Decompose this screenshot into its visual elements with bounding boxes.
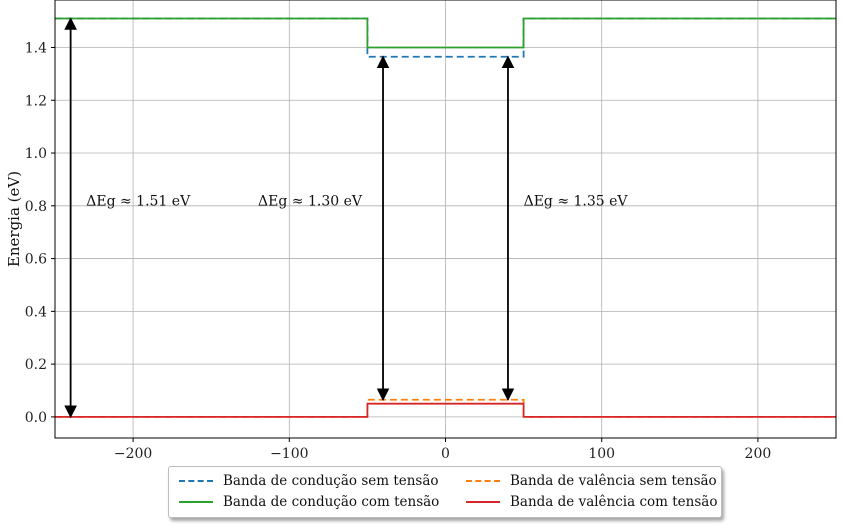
series-line-1 <box>55 17 836 49</box>
y-tick-label: 0.4 <box>25 304 47 320</box>
legend-label: Banda de valência com tensão <box>510 494 718 510</box>
gap-annotation-1: ΔEg ≈ 1.30 eV <box>258 194 363 210</box>
legend-entry-conduction-unstrained: Banda de condução sem tensão <box>179 471 439 491</box>
gap-annotation-2: ΔEg ≈ 1.35 eV <box>524 194 629 210</box>
y-tick-label: 0.6 <box>25 252 47 268</box>
y-tick-label: 1.4 <box>25 40 47 56</box>
legend-swatch-valence-strained <box>466 501 500 503</box>
x-tick-label: 100 <box>588 446 615 462</box>
legend-swatch-conduction-unstrained <box>179 480 213 482</box>
legend-label: Banda de condução sem tensão <box>223 473 439 489</box>
series-line-3 <box>55 402 836 418</box>
y-axis-label: Energia (eV) <box>5 171 23 267</box>
y-tick-label: 0.0 <box>25 410 47 426</box>
legend: Banda de condução sem tensão Banda de co… <box>168 466 722 518</box>
y-tick-label: 0.8 <box>25 199 47 215</box>
gap-annotation-0: ΔEg ≈ 1.51 eV <box>86 194 191 210</box>
x-tick-label: −200 <box>114 446 152 462</box>
legend-entry-valence-unstrained: Banda de valência sem tensão <box>466 471 717 491</box>
legend-label: Banda de valência sem tensão <box>510 473 717 489</box>
x-tick-label: −100 <box>270 446 308 462</box>
legend-entry-valence-strained: Banda de valência com tensão <box>466 492 717 512</box>
legend-swatch-conduction-strained <box>179 501 213 503</box>
x-tick-label: 0 <box>441 446 450 462</box>
legend-entry-conduction-strained: Banda de condução com tensão <box>179 492 439 512</box>
y-tick-label: 0.2 <box>25 357 47 373</box>
y-tick-label: 1.0 <box>25 146 47 162</box>
x-tick-label: 200 <box>745 446 772 462</box>
legend-label: Banda de condução com tensão <box>223 494 440 510</box>
y-tick-label: 1.2 <box>25 93 47 109</box>
legend-swatch-valence-unstrained <box>466 480 500 482</box>
